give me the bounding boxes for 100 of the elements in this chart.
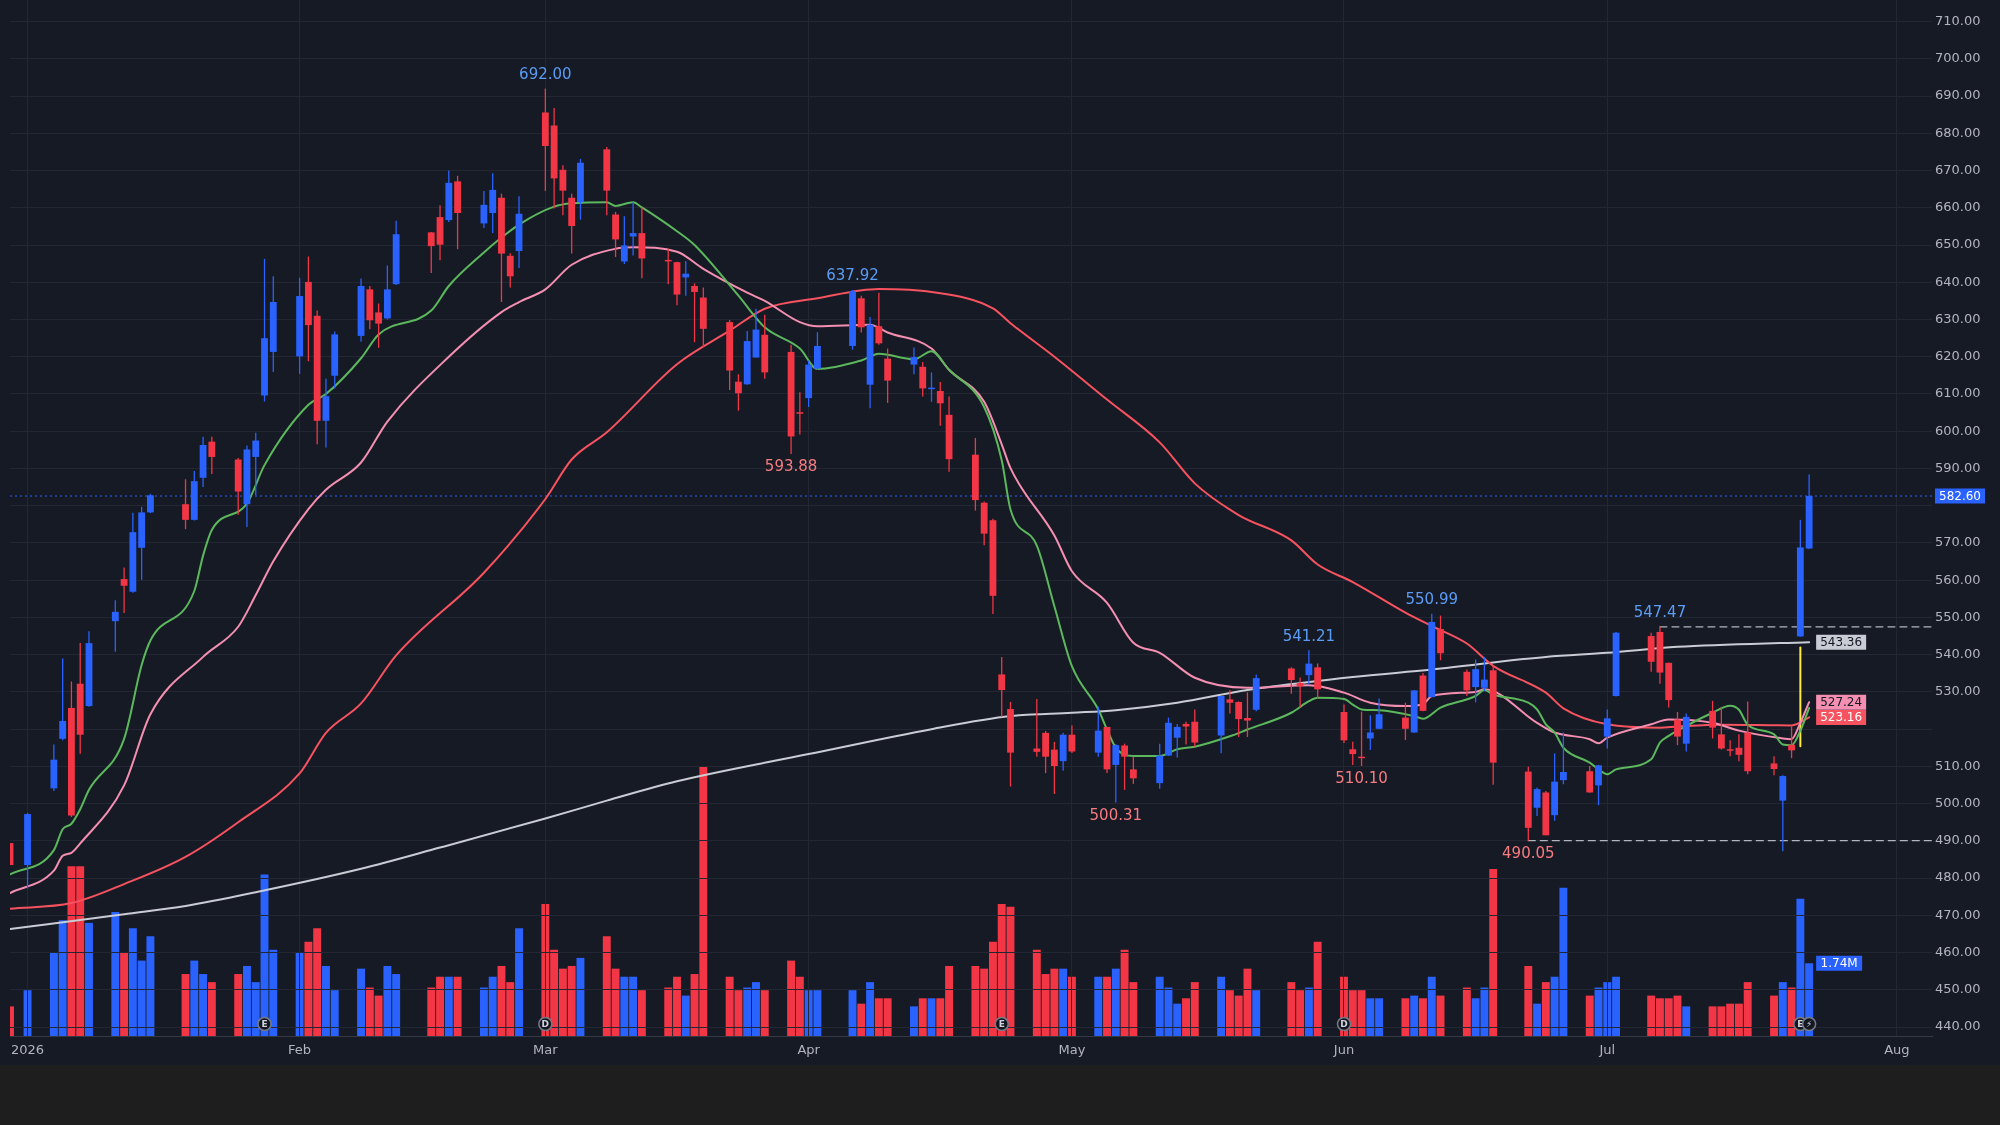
bar [1059,968,1068,1036]
bar [444,976,453,1036]
bar [120,952,129,1036]
bar [681,995,690,1036]
bar [1533,1003,1542,1036]
candlestick [120,567,128,613]
annotation: 637.92 [826,266,879,285]
bar [918,998,927,1036]
candlestick [1182,721,1190,745]
y-tick-label: 600.00 [1934,422,1981,438]
y-tick-label: 510.00 [1934,757,1981,773]
bar [1313,941,1322,1036]
bar [576,957,585,1036]
annotation: ⚡ [1805,1018,1813,1029]
bar [1585,995,1594,1036]
bar [1524,965,1533,1036]
y-tick-label: 440.00 [1934,1018,1981,1034]
annotation: 541.21 [1282,626,1336,645]
bar [1770,995,1778,1036]
candlestick [208,436,216,475]
bar [857,1003,866,1036]
candlestick [1296,677,1304,708]
y-tick-label: 480.00 [1934,869,1981,885]
x-tick-label: Aug [1884,1042,1910,1058]
y-tick-label: 610.00 [1934,385,1981,401]
annotation: D [541,1018,550,1029]
ref-line-label: 582.60 [1939,488,1981,503]
bar [1217,976,1226,1036]
y-tick-label: 530.00 [1934,683,1981,699]
y-tick-label: 700.00 [1934,50,1981,66]
annotation: 490.05 [1502,844,1555,863]
bar [111,912,120,1036]
bar [1427,976,1436,1036]
y-tick-label: 640.00 [1934,273,1981,289]
x-tick-label: May [1058,1042,1086,1058]
y-tick-label: 490.00 [1934,832,1981,848]
candlestick [1226,690,1234,714]
annotation: 593.88 [764,457,818,476]
y-tick-label: 560.00 [1934,571,1981,587]
y-tick-label: 650.00 [1934,236,1981,252]
y-tick-label: 620.00 [1934,348,1981,364]
bar [909,1006,918,1036]
bar [637,990,646,1036]
x-tick-label: Mar [533,1042,559,1058]
candlestick [1305,650,1313,685]
annotation: E [998,1018,1005,1029]
bar [1410,995,1419,1036]
bar [1111,968,1120,1036]
bar [1541,982,1550,1036]
y-tick-label: 470.00 [1934,906,1981,922]
y-tick-label: 500.00 [1934,795,1981,810]
candlestick [910,347,918,375]
annotation: E [1797,1018,1804,1029]
annotation: 1.74M [1820,955,1858,970]
annotation: D [1340,1018,1348,1029]
y-tick-label: 710.00 [1934,12,1981,28]
bar [760,990,769,1036]
y-tick-label: 460.00 [1934,943,1981,959]
bar [234,974,243,1036]
y-tick-label: 450.00 [1934,981,1981,997]
bar [1419,998,1427,1036]
annotation: 510.10 [1335,769,1388,788]
candlestick [1726,740,1734,757]
data-label: 543.36 [1820,634,1863,649]
bar [85,922,93,1036]
annotation: E [261,1018,268,1029]
bar [515,928,523,1036]
bar [1252,990,1261,1036]
x-tick-label: 2026 [11,1042,45,1058]
y-tick-label: 630.00 [1934,310,1981,326]
bar [1778,982,1787,1036]
y-tick-label: 690.00 [1934,87,1981,103]
bar [1787,987,1796,1036]
bar [1462,987,1471,1036]
line-series [10,641,1811,931]
bar [1682,1006,1691,1036]
annotation: 500.31 [1089,805,1143,824]
y-tick-label: 590.00 [1934,459,1981,475]
bar [866,982,875,1036]
x-tick-label: Apr [797,1042,821,1058]
y-tick-label: 550.00 [1934,608,1981,624]
bar [357,968,366,1036]
data-label: 523.16 [1820,710,1863,724]
x-tick-label: Jun [1332,1042,1355,1058]
y-tick-label: 670.00 [1934,161,1981,177]
candlestick [638,207,646,279]
data-label: 527.24 [1820,694,1863,709]
y-tick-label: 540.00 [1934,646,1981,662]
bar [1094,976,1103,1036]
y-tick-label: 680.00 [1934,124,1981,140]
x-tick-label: Jul [1598,1042,1616,1058]
bar [1489,869,1498,1036]
annotation: 550.99 [1405,590,1458,609]
y-tick-label: 570.00 [1934,534,1981,550]
bar [1401,998,1410,1036]
bar [1103,976,1111,1036]
annotation: 692.00 [519,65,572,84]
annotation: 547.47 [1633,603,1687,622]
candlestick [1770,756,1778,776]
bar [1304,987,1313,1036]
